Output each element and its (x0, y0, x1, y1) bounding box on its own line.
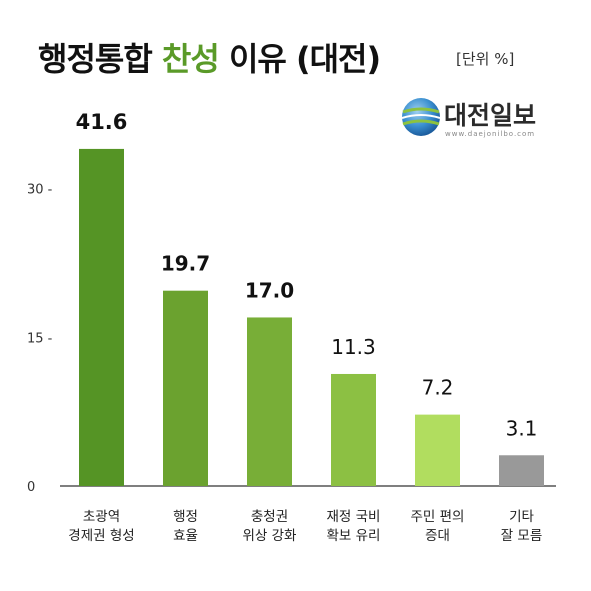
bar (415, 414, 460, 486)
y-tick-label: 15 - (27, 331, 53, 346)
category-label-line: 기타 (509, 509, 534, 525)
bar (331, 373, 376, 486)
category-label-line: 증대 (425, 528, 450, 544)
publisher-logo: 대전일보 www.daejonilbo.com (400, 94, 570, 144)
category-label-line: 효율 (173, 528, 198, 544)
category-label-line: 재정 국비 (326, 509, 381, 525)
category-label-line: 잘 모름 (500, 528, 543, 544)
category-label-line: 주민 편의 (410, 509, 465, 525)
data-label: 41.6 (76, 110, 128, 134)
data-label: 3.1 (506, 416, 538, 440)
category-label-line: 행정 (173, 509, 198, 525)
category-label-line: 위상 강화 (242, 528, 297, 544)
data-label: 19.7 (161, 252, 210, 276)
data-label: 11.3 (331, 335, 376, 359)
logo-url: www.daejonilbo.com (445, 130, 536, 138)
title-accent: 찬성 (161, 40, 220, 78)
unit-label: [단위 %] (456, 50, 515, 68)
chart-title: 행정통합 찬성 이유 (대전) (38, 34, 381, 80)
bar (247, 317, 292, 486)
data-label: 17.0 (245, 278, 294, 302)
y-tick-label: 30 - (27, 183, 53, 198)
category-label-line: 초광역 (82, 509, 121, 525)
category-label-line: 경제권 형성 (68, 528, 135, 544)
logo-name: 대전일보 (444, 101, 537, 130)
y-tick-label: 0 (27, 480, 35, 495)
category-label-line: 확보 유리 (326, 528, 381, 544)
title-part2: 이유 (대전) (228, 40, 381, 78)
bar (79, 148, 124, 486)
title-part1: 행정통합 (38, 40, 153, 78)
globe-logo-icon (401, 98, 441, 136)
category-label-line: 충청권 (250, 509, 289, 525)
data-label: 7.2 (422, 376, 454, 400)
bar (499, 455, 544, 486)
bar (163, 290, 208, 486)
